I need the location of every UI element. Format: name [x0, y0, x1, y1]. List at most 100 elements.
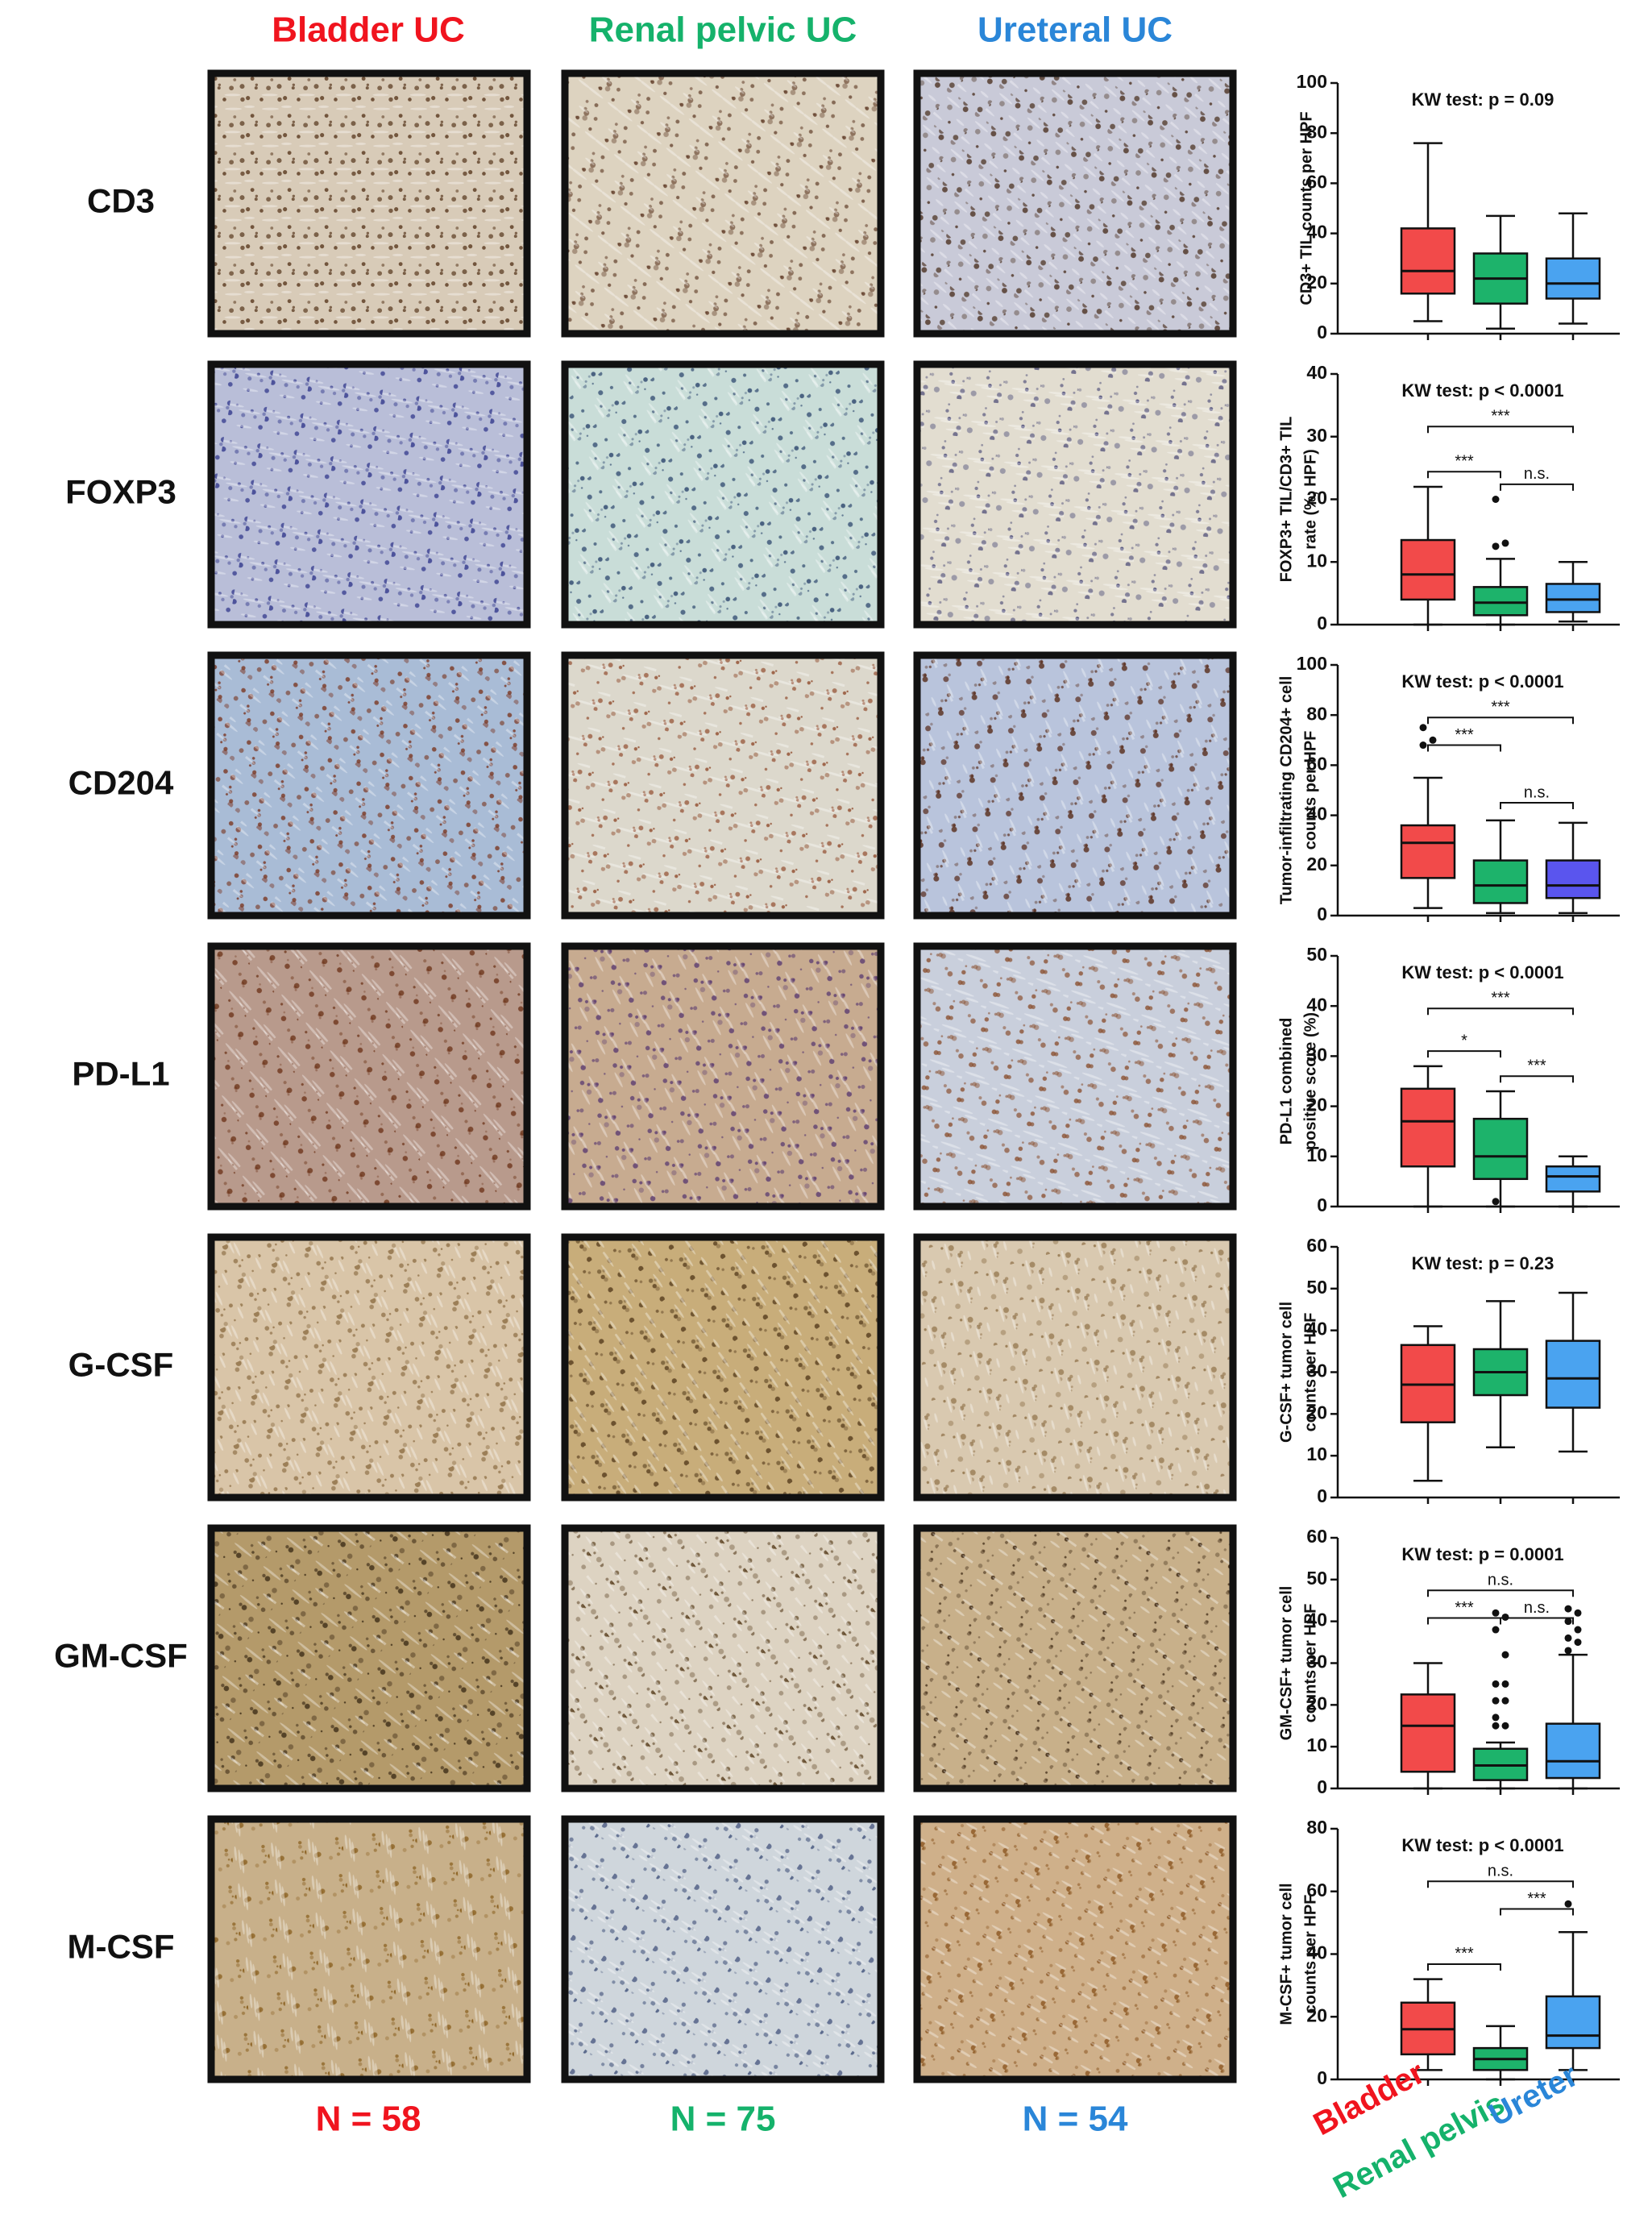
y-tick-label: 0	[1317, 1485, 1327, 1506]
column-header: Renal pelvic UC	[589, 10, 857, 50]
significance-label: n.s.	[1488, 1572, 1513, 1589]
y-tick-label: 20	[1306, 1402, 1327, 1423]
row-label: PD-L1	[72, 1055, 169, 1093]
outlier	[1564, 1647, 1572, 1655]
significance-bracket	[1427, 1589, 1574, 1597]
outlier	[1564, 1634, 1572, 1642]
annotation: KW test: p = 0.0001	[1401, 1544, 1563, 1564]
box	[1400, 227, 1456, 295]
tissue-image	[913, 1233, 1237, 1502]
outlier	[1492, 1626, 1500, 1634]
y-tick-label: 50	[1306, 1277, 1327, 1298]
tissue-image	[207, 1524, 531, 1792]
tissue-image	[913, 69, 1237, 338]
significance-bracket	[1500, 1617, 1574, 1625]
y-tick-label: 40	[1306, 1610, 1327, 1630]
y-tick-label: 10	[1306, 550, 1327, 571]
row-label: FOXP3	[65, 473, 176, 511]
significance-label: ***	[1455, 726, 1474, 744]
box	[1400, 1693, 1456, 1773]
y-tick-label: 100	[1297, 71, 1327, 92]
tissue-image	[561, 360, 885, 629]
y-tick-label: 20	[1306, 854, 1327, 874]
y-tick-label: 50	[1306, 944, 1327, 965]
significance-bracket	[1427, 1050, 1501, 1058]
significance-label: ***	[1491, 990, 1510, 1007]
box	[1472, 859, 1529, 904]
y-tick-label: 20	[1306, 488, 1327, 509]
y-tick-label: 30	[1306, 1360, 1327, 1381]
box	[1472, 1117, 1529, 1181]
outlier	[1492, 1697, 1500, 1705]
significance-label: ***	[1491, 699, 1510, 717]
box	[1545, 1995, 1601, 2050]
box	[1545, 1165, 1601, 1193]
y-tick-label: 20	[1306, 1693, 1327, 1713]
outlier	[1492, 1198, 1500, 1206]
row-label: CD204	[68, 764, 174, 802]
outlier	[1574, 1609, 1582, 1617]
row-label: GM-CSF	[54, 1637, 188, 1675]
column-header: Ureteral UC	[978, 10, 1173, 50]
annotation: KW test: p < 0.0001	[1401, 671, 1563, 692]
tissue-image	[561, 651, 885, 920]
y-tick-label: 30	[1306, 425, 1327, 446]
outlier	[1501, 1722, 1509, 1730]
tissue-image	[913, 651, 1237, 920]
outlier	[1574, 1639, 1582, 1647]
sample-size: N = 54	[1023, 2100, 1128, 2139]
annotation: KW test: p = 0.23	[1412, 1253, 1554, 1273]
y-axis-label: FOXP3+ TIL/CD3+ TIL	[1277, 417, 1295, 583]
tissue-image	[207, 942, 531, 1211]
y-tick-label: 60	[1306, 1880, 1327, 1900]
y-tick-label: 80	[1306, 703, 1327, 724]
y-tick-label: 20	[1306, 272, 1327, 293]
outlier	[1501, 1613, 1509, 1621]
y-tick-label: 0	[1317, 613, 1327, 633]
tissue-image	[561, 1233, 885, 1502]
outlier	[1492, 1680, 1500, 1688]
sample-size: N = 58	[316, 2100, 421, 2139]
significance-label: ***	[1455, 1599, 1474, 1617]
y-axis-label: counts per HPF	[1301, 1895, 1319, 2014]
row-label: CD3	[87, 182, 155, 220]
tissue-image	[561, 69, 885, 338]
significance-bracket	[1500, 802, 1574, 810]
tissue-image	[207, 360, 531, 629]
significance-bracket	[1500, 1075, 1574, 1083]
y-tick-label: 40	[1306, 1319, 1327, 1340]
y-axis-label: PD-L1 combined	[1277, 1018, 1295, 1145]
annotation: KW test: p < 0.0001	[1401, 1835, 1563, 1855]
y-tick-label: 50	[1306, 1568, 1327, 1589]
significance-bracket	[1427, 426, 1574, 434]
significance-label: ***	[1455, 1945, 1474, 1963]
significance-label: ***	[1491, 408, 1510, 426]
y-tick-label: 20	[1306, 1095, 1327, 1115]
annotation: KW test: p = 0.09	[1412, 89, 1554, 110]
tissue-image	[207, 1233, 531, 1502]
outlier	[1564, 1605, 1572, 1613]
outlier	[1419, 741, 1427, 750]
annotation: KW test: p < 0.0001	[1401, 380, 1563, 401]
y-axis-label: rate (%, HPF)	[1301, 449, 1319, 549]
y-axis-label: counts per HPF	[1301, 1604, 1319, 1723]
significance-label: n.s.	[1488, 1863, 1513, 1880]
box	[1545, 583, 1601, 613]
significance-bracket	[1500, 483, 1574, 491]
tissue-image	[561, 1524, 885, 1792]
box	[1545, 257, 1601, 300]
y-tick-label: 30	[1306, 1651, 1327, 1672]
box	[1545, 859, 1601, 899]
significance-bracket	[1427, 1880, 1574, 1888]
tissue-image	[913, 360, 1237, 629]
significance-label: n.s.	[1524, 783, 1550, 801]
significance-bracket	[1500, 1908, 1574, 1916]
y-axis-label: G-CSF+ tumor cell	[1277, 1302, 1295, 1443]
y-tick-label: 20	[1306, 2004, 1327, 2025]
sample-size: N = 75	[670, 2100, 776, 2139]
row-label: M-CSF	[68, 1928, 175, 1966]
row-label: G-CSF	[68, 1346, 174, 1384]
y-tick-label: 0	[1317, 322, 1327, 343]
outlier	[1429, 736, 1437, 744]
